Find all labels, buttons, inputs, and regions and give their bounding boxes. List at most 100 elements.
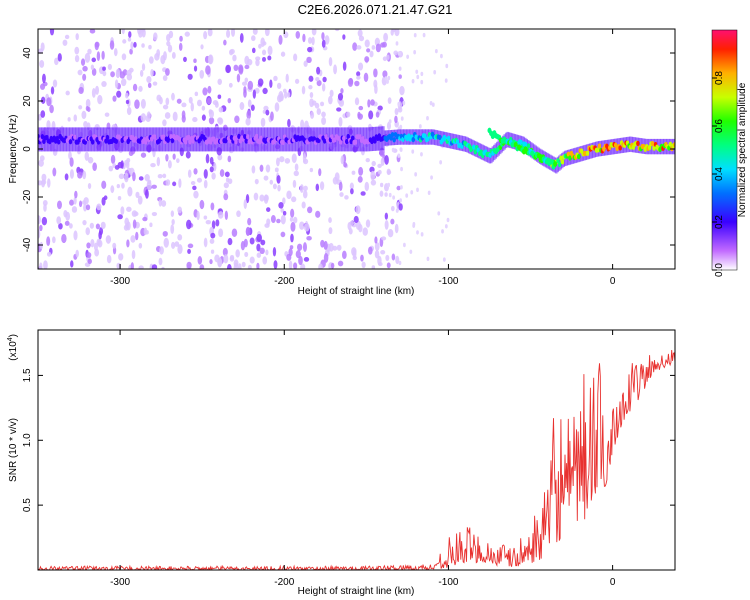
noise-blob [164,112,171,119]
noise-blob [227,178,233,185]
noise-blob [130,41,134,50]
noise-blob [395,255,400,265]
noise-blob [338,181,343,191]
noise-blob [121,182,125,189]
noise-blob [328,57,333,67]
noise-blob [92,162,97,171]
ridge-point [523,142,528,148]
noise-blob [203,237,208,248]
noise-blob [105,235,112,244]
noise-blob [146,75,152,84]
noise-blob [393,50,399,56]
noise-blob [429,101,433,106]
noise-blob [412,223,416,228]
noise-blob [87,183,92,190]
noise-blob [255,59,260,67]
noise-blob [167,160,172,169]
noise-blob [377,105,383,111]
noise-blob [357,29,363,37]
noise-blob [362,227,368,236]
noise-blob [244,77,249,83]
noise-blob [199,264,205,269]
ridge-band [637,137,641,154]
noise-blob [311,100,317,106]
ridge-band [528,141,531,157]
noise-blob [280,214,286,225]
noise-blob [217,78,222,85]
ridge-band [346,127,350,152]
noise-blob [233,262,239,269]
ridge-point [345,138,349,145]
top-x-tick-label: -100 [438,276,458,287]
noise-blob [170,210,175,218]
noise-blob [278,91,284,101]
noise-blob [250,104,255,111]
noise-blob [171,52,176,59]
snr-panel: -300 -200 -100 0 0.5 1.0 1.5 Height of straigh… [7,329,676,597]
noise-blob [263,194,269,204]
noise-blob [320,239,325,248]
noise-blob [137,195,143,205]
noise-blob [391,147,395,153]
noise-blob [227,264,232,269]
noise-blob [98,231,102,240]
noise-blob [78,200,83,208]
noise-blob [64,34,70,40]
noise-blob [148,44,152,50]
noise-blob [440,53,443,59]
noise-blob [82,220,87,226]
noise-blob [434,48,438,54]
ridge-point [169,133,173,140]
noise-blob [364,39,370,48]
noise-blob [140,113,147,122]
noise-blob [377,169,382,175]
noise-blob [399,198,403,203]
noise-blob [371,160,376,167]
noise-blob [197,256,203,265]
noise-blob [403,242,406,248]
bottom-x-tick-label: -200 [274,577,294,588]
noise-blob [409,249,413,254]
colorbar-tick-label: 0.8 [714,71,725,85]
noise-blob [188,96,193,104]
noise-blob [411,79,415,84]
noise-blob [108,165,114,172]
noise-blob [231,29,236,37]
noise-blob [133,41,137,48]
noise-blob [244,251,249,258]
noise-blob [93,242,98,251]
noise-blob [46,97,52,107]
noise-blob [442,257,446,262]
noise-blob [81,200,87,205]
noise-blob [218,228,224,238]
noise-blob [416,74,420,80]
noise-blob [267,45,273,56]
noise-blob [365,157,370,163]
noise-blob [217,257,222,268]
noise-blob [202,87,208,96]
ridge-point [73,134,77,140]
noise-blob [294,163,299,171]
noise-blob [85,204,91,211]
y-scale-exponent: 4 [7,337,14,341]
noise-blob [199,199,205,210]
noise-blob [236,73,241,83]
noise-blob [196,177,203,183]
noise-blob [209,238,215,244]
noise-blob [234,115,240,124]
noise-blob [343,162,348,168]
ridge-branch-point [553,161,558,167]
bottom-x-tick-label: -100 [438,577,458,588]
noise-blob [349,220,354,226]
noise-blob [85,105,89,112]
noise-blob [349,182,354,190]
noise-blob [144,173,150,182]
noise-blob [265,164,271,173]
noise-blob [337,92,344,101]
noise-blob [371,45,376,50]
noise-blob [380,42,386,48]
noise-blob [237,263,242,269]
noise-blob [86,252,92,258]
noise-blob [431,102,435,107]
noise-blob [243,86,247,93]
